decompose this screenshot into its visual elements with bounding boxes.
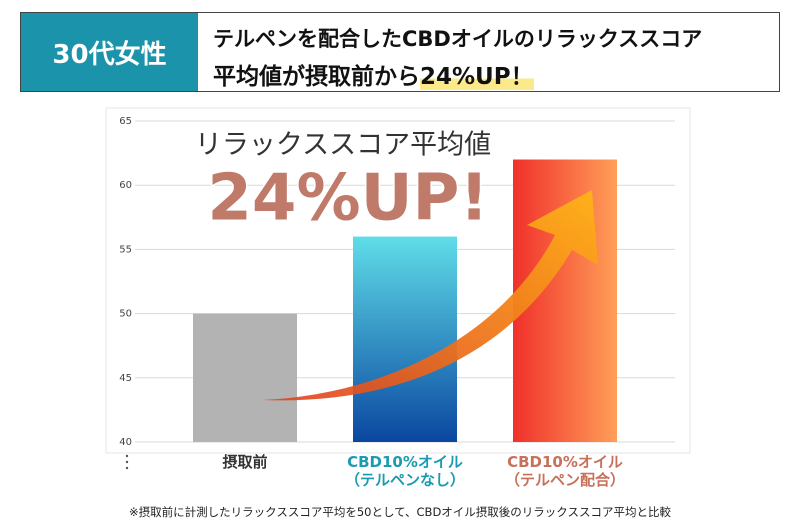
header-label: 30代女性 — [21, 13, 198, 91]
axis-break — [125, 460, 129, 464]
bar — [353, 236, 457, 442]
header-title-text: 平均値が摂取前から — [213, 64, 420, 90]
y-tick-label: 50 — [119, 309, 132, 320]
y-tick-label: 60 — [119, 180, 132, 191]
y-tick-label: 65 — [119, 116, 132, 127]
header-title: テルペンを配合したCBDオイルのリラックススコア — [213, 27, 703, 51]
axis-break — [125, 454, 129, 458]
x-tick-label: CBD10%オイル （テルペン配合） — [504, 453, 625, 489]
annotation: リラックススコア平均値 — [195, 130, 491, 161]
header: 30代女性 テルペンを配合したCBDオイルのリラックススコア 平均値が摂取前から… — [20, 12, 780, 92]
footnote: ※摂取前に計測したリラックススコア平均を50として、CBDオイル摂取後のリラック… — [129, 505, 671, 519]
bar — [193, 313, 297, 442]
arrow — [262, 190, 598, 401]
x-tick-label: 摂取前 — [222, 453, 268, 471]
header-highlight: 24%UP！ — [420, 64, 534, 90]
y-tick-label: 55 — [119, 244, 132, 255]
y-tick-label: 45 — [119, 373, 132, 384]
annotation-big: 24%UP! — [207, 162, 488, 236]
x-tick-label: CBD10%オイル （テルペンなし） — [344, 453, 465, 489]
axis-break — [125, 466, 129, 470]
y-tick-label: 40 — [119, 437, 132, 448]
header-title: 平均値が摂取前から24%UP！ — [213, 57, 534, 91]
